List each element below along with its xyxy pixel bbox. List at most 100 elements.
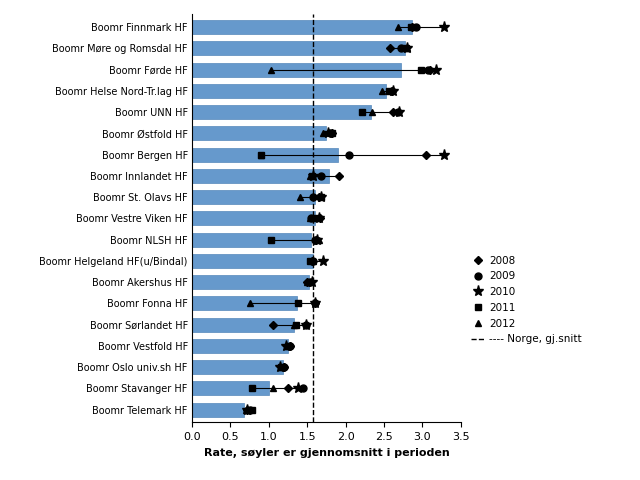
2011 [248, 385, 256, 391]
2009 [302, 322, 310, 327]
2008 [426, 67, 434, 72]
2011 [248, 407, 256, 412]
2008 [280, 364, 288, 370]
Bar [192, 360, 283, 374]
2012 [379, 88, 387, 94]
2008 [388, 88, 396, 94]
2009 [307, 216, 315, 221]
Bar [192, 254, 312, 268]
2012 [403, 46, 411, 51]
2010 [302, 322, 310, 327]
2009 [311, 300, 319, 306]
2010 [315, 216, 323, 221]
2009 [285, 343, 293, 349]
2009 [412, 24, 420, 30]
2010 [440, 152, 448, 157]
2011 [328, 131, 335, 136]
2012 [369, 109, 376, 115]
2010 [276, 364, 284, 370]
2008 [243, 407, 251, 412]
2011 [257, 152, 265, 157]
2012 [315, 237, 323, 242]
2011 [407, 24, 415, 30]
2011 [308, 173, 316, 179]
2009 [280, 364, 288, 370]
2009 [317, 173, 325, 179]
2011 [358, 109, 366, 115]
2011 [307, 279, 314, 285]
2008 [389, 109, 397, 115]
2009 [388, 88, 396, 94]
2008 [408, 24, 416, 30]
2009 [310, 194, 317, 200]
2012 [308, 258, 316, 264]
2009 [397, 46, 404, 51]
2009 [307, 279, 314, 285]
2010 [310, 173, 317, 179]
2010 [311, 300, 319, 306]
Bar [192, 127, 326, 140]
2011 [306, 258, 314, 264]
2010 [282, 343, 289, 349]
2008 [285, 343, 293, 349]
2012 [296, 194, 303, 200]
2008 [315, 194, 323, 200]
2008 [312, 237, 320, 242]
2011 [284, 343, 292, 349]
Bar [192, 148, 338, 162]
2010 [319, 258, 326, 264]
2012 [257, 152, 265, 157]
2011 [268, 237, 275, 242]
2008 [328, 131, 335, 136]
2008 [387, 46, 394, 51]
2010 [317, 194, 325, 200]
Bar [192, 84, 385, 98]
Bar [192, 63, 401, 76]
2009 [394, 109, 402, 115]
2008 [311, 300, 319, 306]
2012 [268, 67, 275, 72]
Bar [192, 233, 311, 247]
2010 [314, 237, 321, 242]
2011 [417, 67, 425, 72]
2009 [310, 258, 317, 264]
2012 [306, 173, 314, 179]
2010 [389, 88, 397, 94]
2008 [269, 322, 276, 327]
2010 [294, 385, 302, 391]
Bar [192, 41, 404, 55]
2012 [246, 300, 253, 306]
Line: 2012: 2012 [243, 24, 410, 413]
2012 [269, 385, 276, 391]
2008 [316, 216, 324, 221]
2011 [292, 322, 300, 327]
2009 [311, 237, 319, 242]
2008 [335, 173, 343, 179]
2010 [308, 279, 316, 285]
Bar [192, 318, 294, 332]
Bar [192, 169, 329, 183]
Bar [192, 339, 288, 353]
2012 [242, 407, 250, 412]
2009 [300, 385, 307, 391]
2010 [243, 407, 251, 412]
2011 [317, 194, 325, 200]
Line: 2009: 2009 [246, 24, 431, 413]
2008 [284, 385, 292, 391]
Legend: 2008, 2009, 2010, 2011, 2012, ---- Norge, gj.snitt: 2008, 2009, 2010, 2011, 2012, ---- Norge… [472, 256, 582, 344]
2011 [294, 300, 302, 306]
2010 [440, 24, 448, 30]
2012 [306, 216, 314, 221]
2009 [346, 152, 353, 157]
2009 [424, 67, 431, 72]
2008 [308, 258, 316, 264]
Bar [192, 275, 308, 289]
2010 [324, 131, 332, 136]
Line: 2008: 2008 [244, 24, 433, 412]
2012 [394, 24, 402, 30]
2012 [291, 322, 298, 327]
2010 [396, 109, 403, 115]
Bar [192, 382, 269, 396]
2012 [303, 279, 311, 285]
2009 [326, 131, 334, 136]
